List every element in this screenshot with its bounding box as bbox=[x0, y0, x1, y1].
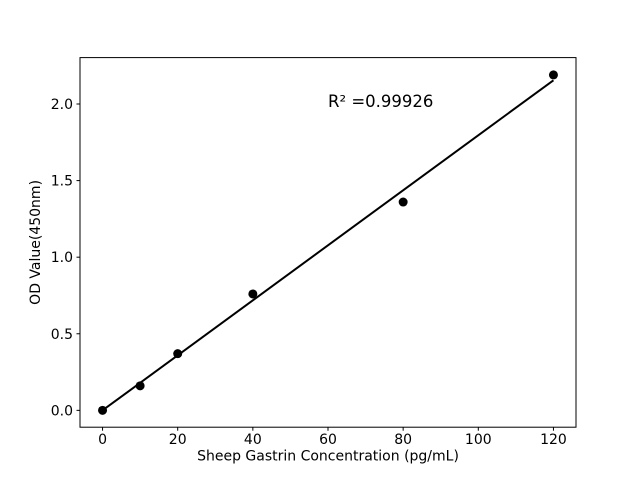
x-tick-label: 60 bbox=[319, 432, 337, 448]
data-point bbox=[98, 405, 108, 415]
y-tick-label: 1.5 bbox=[51, 174, 73, 190]
x-tick-label: 80 bbox=[394, 432, 412, 448]
x-tick-label: 120 bbox=[540, 432, 567, 448]
y-tick-label: 0.5 bbox=[51, 327, 73, 343]
x-tick-label: 0 bbox=[98, 432, 107, 448]
y-tick-label: 1.0 bbox=[51, 250, 73, 266]
y-tick-label: 0.0 bbox=[51, 403, 73, 419]
x-tick-label: 40 bbox=[244, 432, 262, 448]
x-tick-label: 100 bbox=[465, 432, 492, 448]
r-squared-annotation: R² =0.99926 bbox=[328, 92, 433, 111]
data-point bbox=[548, 70, 558, 80]
data-point bbox=[248, 289, 258, 299]
x-tick-label: 20 bbox=[169, 432, 187, 448]
data-point bbox=[135, 381, 145, 391]
trend-line bbox=[101, 79, 555, 412]
y-axis-label: OD Value(450nm) bbox=[28, 180, 44, 305]
data-point bbox=[398, 197, 408, 207]
y-tick-label: 2.0 bbox=[51, 97, 73, 113]
data-point bbox=[173, 349, 183, 359]
x-axis-label: Sheep Gastrin Concentration (pg/mL) bbox=[197, 449, 459, 465]
